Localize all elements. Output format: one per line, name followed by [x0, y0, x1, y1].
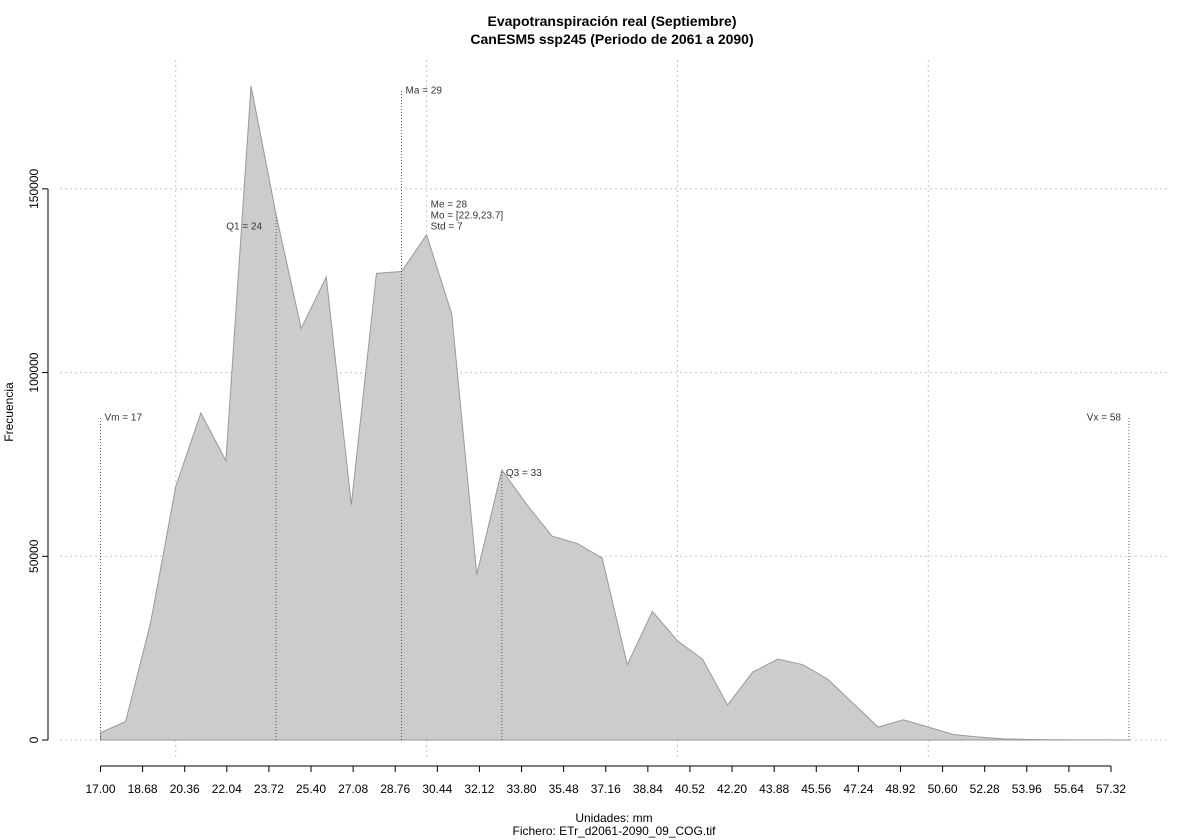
y-axis-label: Frecuencia — [2, 382, 16, 442]
statistic-lines — [100, 89, 1130, 740]
x-tick-label: 55.64 — [1054, 782, 1084, 796]
x-tick-label: 17.00 — [85, 782, 115, 796]
statistic-annotation: Vx = 58 — [1087, 413, 1122, 424]
x-tick-label: 33.80 — [507, 782, 537, 796]
x-tick-label: 42.20 — [717, 782, 747, 796]
x-tick-label: 48.92 — [885, 782, 915, 796]
axes: 17.00 18.68 20.36 22.04 23.72 25.40 27.08 28.76… — [27, 169, 1126, 796]
statistic-annotation: Std = 7 — [431, 222, 463, 233]
chart-title: Evapotranspiración real (Septiembre) — [488, 13, 737, 29]
y-tick-label: 50000 — [27, 539, 41, 573]
x-tick-label: 22.04 — [212, 782, 242, 796]
x-tick-label: 50.60 — [928, 782, 958, 796]
statistic-annotation: Me = 28 — [431, 200, 468, 211]
x-tick-label: 28.76 — [380, 782, 410, 796]
area-fill — [100, 85, 1130, 741]
statistic-annotation: Ma = 29 — [406, 86, 443, 97]
x-tick-label: 25.40 — [296, 782, 326, 796]
x-tick-label: 43.88 — [759, 782, 789, 796]
y-tick-label: 100000 — [27, 352, 41, 392]
x-tick-label: 52.28 — [970, 782, 1000, 796]
statistic-annotation: Q1 = 24 — [226, 222, 262, 233]
x-tick-label: 30.44 — [422, 782, 452, 796]
x-tick-label: 57.32 — [1096, 782, 1126, 796]
x-tick-label: 37.16 — [591, 782, 621, 796]
plot-frame — [59, 59, 1171, 761]
statistic-annotation: Q3 = 33 — [506, 468, 542, 479]
x-tick-label: 47.24 — [843, 782, 873, 796]
x-tick-label: 27.08 — [338, 782, 368, 796]
x-tick-label: 32.12 — [464, 782, 494, 796]
x-tick-label: 20.36 — [170, 782, 200, 796]
chart-subtitle: CanESM5 ssp245 (Periodo de 2061 a 2090) — [470, 31, 753, 47]
x-tick-label: 23.72 — [254, 782, 284, 796]
statistic-annotation: Mo = [22.9,23.7] — [431, 211, 504, 222]
y-tick-label: 0 — [27, 736, 41, 743]
x-tick-label: 35.48 — [549, 782, 579, 796]
statistic-annotation: Vm = 17 — [105, 413, 143, 424]
x-tick-label: 40.52 — [675, 782, 705, 796]
x-axis-label: Unidades: mm — [575, 811, 652, 825]
y-tick-label: 150000 — [27, 169, 41, 209]
x-tick-label: 45.56 — [801, 782, 831, 796]
area-series — [100, 85, 1130, 741]
file-name-label: Fichero: ETr_d2061-2090_09_COG.tif — [513, 824, 717, 838]
x-tick-label: 53.96 — [1012, 782, 1042, 796]
x-tick-label: 38.84 — [633, 782, 663, 796]
x-tick-label: 18.68 — [128, 782, 158, 796]
